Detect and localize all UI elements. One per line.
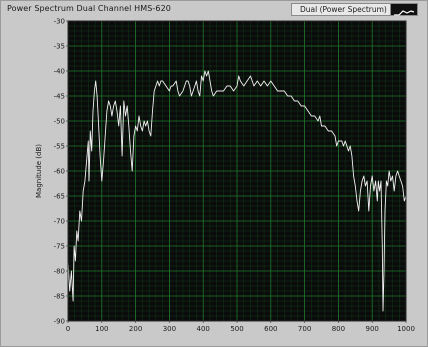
y-axis-label: Magnitude (dB) bbox=[35, 144, 43, 198]
y-tick-label: -85 bbox=[54, 293, 65, 301]
legend-label: Dual (Power Spectrum) bbox=[300, 5, 387, 14]
grid-lines bbox=[67, 20, 407, 322]
x-tick-label: 900 bbox=[366, 325, 379, 333]
x-tick-label: 500 bbox=[230, 325, 243, 333]
y-tick-label: -65 bbox=[54, 193, 65, 201]
legend-line-icon[interactable] bbox=[390, 4, 417, 16]
x-tick-labels: 0 100 200 300 400 500 600 700 800 900 1000 bbox=[66, 321, 415, 333]
x-tick-label: 800 bbox=[332, 325, 345, 333]
y-tick-label: -70 bbox=[54, 218, 65, 226]
y-tick-labels: -30 -35 -40 -45 -50 -55 -60 -65 -70 -75 -80 -85 -90 bbox=[54, 18, 68, 326]
legend-line-glyph bbox=[394, 10, 415, 16]
x-tick-label: 1000 bbox=[397, 325, 415, 333]
y-tick-label: -60 bbox=[54, 168, 65, 176]
y-tick-label: -40 bbox=[54, 68, 65, 76]
x-tick-label: 600 bbox=[264, 325, 277, 333]
x-tick-label: 0 bbox=[66, 325, 70, 333]
plot-legend[interactable]: Dual (Power Spectrum) bbox=[291, 3, 418, 16]
x-tick-label: 100 bbox=[95, 325, 108, 333]
y-tick-label: -45 bbox=[54, 93, 65, 101]
x-tick-label: 200 bbox=[129, 325, 142, 333]
y-tick-label: -80 bbox=[54, 268, 65, 276]
y-tick-label: -35 bbox=[54, 43, 65, 51]
chart-title: Power Spectrum Dual Channel HMS-620 bbox=[7, 4, 171, 13]
y-tick-label: -75 bbox=[54, 243, 65, 251]
y-tick-label: -55 bbox=[54, 143, 65, 151]
y-tick-label: -90 bbox=[54, 318, 65, 326]
y-tick-label: -50 bbox=[54, 118, 65, 126]
plot-frame bbox=[67, 20, 407, 322]
x-tick-label: 300 bbox=[163, 325, 176, 333]
series-lines bbox=[67, 70, 407, 312]
y-tick-label: -30 bbox=[54, 18, 65, 26]
series-line bbox=[67, 70, 407, 312]
x-tick-label: 400 bbox=[197, 325, 210, 333]
x-tick-label: 700 bbox=[298, 325, 311, 333]
